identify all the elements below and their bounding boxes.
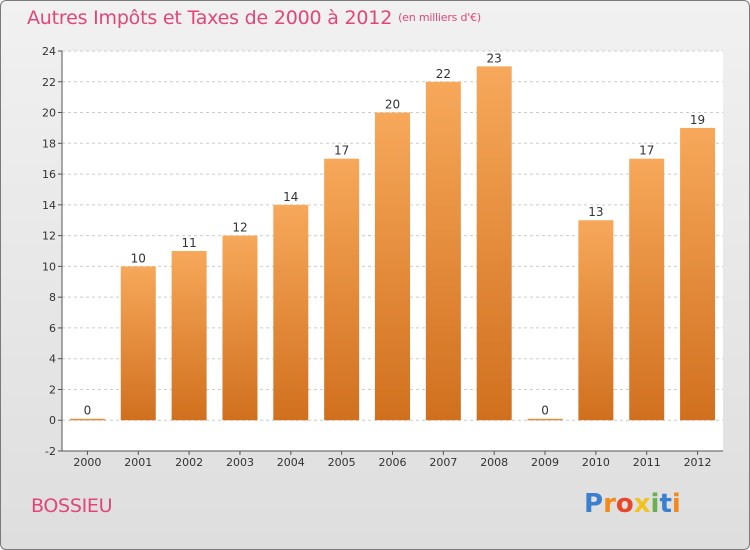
data-labels: 0 10 11 12 14 17 20 22 23 0 13 17 19 — [84, 51, 706, 417]
y-tick-label: 18 — [42, 137, 56, 150]
bar-2004 — [273, 204, 309, 421]
x-tick-label: 2006 — [379, 456, 407, 469]
bar-2011 — [629, 158, 665, 421]
x-tick-label: 2010 — [582, 456, 610, 469]
y-tick-label: 10 — [42, 260, 56, 273]
chart-unit-label: (en milliers d'€) — [398, 11, 481, 24]
data-label-2009: 0 — [541, 404, 549, 418]
bar-2006 — [375, 112, 410, 421]
data-label-2003: 12 — [232, 221, 247, 235]
x-tick-label: 2009 — [531, 456, 559, 469]
bar-2010 — [578, 220, 614, 421]
x-tick-label: 2000 — [73, 456, 101, 469]
place-name: BOSSIEU — [31, 495, 113, 517]
y-tick-label: 6 — [49, 322, 56, 335]
x-tick-label: 2005 — [328, 456, 356, 469]
bar-2005 — [324, 158, 360, 421]
data-label-2008: 23 — [487, 51, 502, 65]
x-tick-label: 2007 — [429, 456, 457, 469]
y-tick-label: -2 — [45, 445, 56, 458]
data-label-2012: 19 — [690, 113, 705, 127]
logo-letter: r — [603, 489, 616, 519]
proxiti-logo[interactable]: Proxiti — [584, 489, 681, 519]
y-tick-label: 20 — [42, 107, 56, 120]
data-label-2001: 10 — [131, 251, 146, 265]
bar-2001 — [120, 266, 156, 421]
data-label-2010: 13 — [588, 205, 603, 219]
chart-title: Autres Impôts et Taxes de 2000 à 2012 (en… — [27, 7, 481, 29]
bars — [69, 66, 716, 421]
data-label-2004: 14 — [283, 190, 298, 204]
y-tick-label: 14 — [42, 199, 56, 212]
bar-2009 — [527, 418, 563, 421]
logo-letter: i — [671, 489, 681, 519]
data-label-2007: 22 — [436, 67, 451, 81]
logo-letter: i — [650, 489, 660, 519]
y-tick-label: 22 — [42, 76, 56, 89]
y-tick-label: 0 — [49, 414, 56, 427]
x-axis: 2000 2001 2002 2003 2004 2005 2006 2007 2008 2009… — [62, 450, 723, 469]
x-tick-label: 2012 — [684, 456, 712, 469]
logo-letter: t — [659, 489, 672, 519]
x-tick-label: 2003 — [226, 456, 254, 469]
bar-2003 — [222, 235, 258, 421]
chart-title-text: Autres Impôts et Taxes de 2000 à 2012 — [27, 7, 393, 29]
y-tick-label: 2 — [49, 383, 56, 396]
x-tick-label: 2004 — [277, 456, 305, 469]
bar-2008 — [476, 66, 512, 421]
bar-2012 — [680, 127, 716, 421]
y-tick-label: 8 — [49, 291, 56, 304]
data-label-2006: 20 — [385, 98, 400, 112]
y-tick-label: 12 — [42, 230, 56, 243]
x-tick-label: 2001 — [124, 456, 152, 469]
data-label-2000: 0 — [84, 404, 92, 418]
logo-letter: P — [584, 489, 604, 519]
logo-letter: x — [633, 489, 651, 519]
data-label-2002: 11 — [181, 236, 196, 250]
logo-letter: o — [615, 489, 634, 519]
x-tick-label: 2002 — [175, 456, 203, 469]
bar-2002 — [171, 251, 207, 421]
x-tick-label: 2008 — [480, 456, 508, 469]
y-tick-label: 4 — [49, 353, 56, 366]
bar-2000 — [69, 418, 105, 421]
y-tick-label: 24 — [42, 45, 56, 58]
data-label-2005: 17 — [334, 144, 349, 158]
data-label-2011: 17 — [639, 144, 654, 158]
y-tick-label: 16 — [42, 168, 56, 181]
bar-2007 — [425, 81, 461, 421]
x-tick-label: 2011 — [633, 456, 661, 469]
